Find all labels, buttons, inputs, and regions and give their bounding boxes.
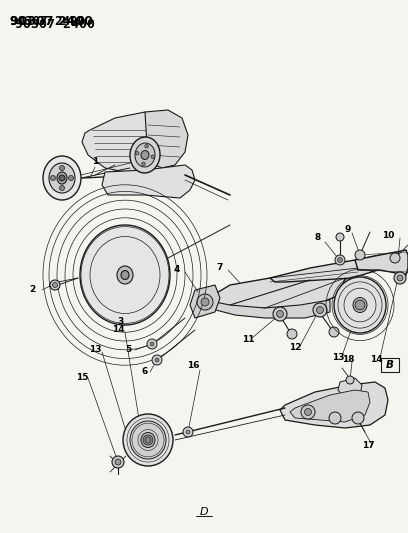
Circle shape [335, 255, 345, 265]
Polygon shape [280, 382, 388, 428]
Circle shape [147, 339, 157, 349]
Circle shape [355, 250, 365, 260]
Polygon shape [205, 268, 345, 308]
Circle shape [301, 405, 315, 419]
Text: 13: 13 [89, 345, 101, 354]
Circle shape [59, 175, 65, 181]
Text: 11: 11 [242, 335, 254, 344]
Circle shape [69, 175, 73, 181]
Circle shape [317, 306, 324, 313]
Text: 12: 12 [289, 343, 301, 352]
Circle shape [150, 342, 154, 346]
Ellipse shape [141, 150, 149, 159]
Circle shape [329, 327, 339, 337]
Text: 10: 10 [382, 230, 394, 239]
Circle shape [151, 155, 155, 159]
Text: 6: 6 [142, 367, 148, 376]
Text: 7: 7 [217, 263, 223, 272]
Circle shape [277, 311, 284, 318]
Text: 1: 1 [92, 157, 98, 166]
Circle shape [397, 275, 403, 281]
Text: 13: 13 [332, 353, 344, 362]
Circle shape [152, 355, 162, 365]
Ellipse shape [57, 172, 67, 184]
Circle shape [142, 162, 145, 166]
Polygon shape [355, 250, 408, 275]
Text: 17: 17 [361, 440, 374, 449]
Polygon shape [190, 285, 220, 318]
Polygon shape [270, 255, 382, 282]
Circle shape [186, 430, 190, 434]
Polygon shape [205, 300, 330, 318]
Circle shape [313, 303, 327, 317]
Text: 16: 16 [187, 361, 199, 370]
Ellipse shape [141, 432, 155, 448]
Circle shape [135, 151, 139, 155]
Circle shape [143, 435, 153, 445]
Ellipse shape [135, 143, 155, 167]
Circle shape [336, 233, 344, 241]
Ellipse shape [130, 137, 160, 173]
Text: B: B [386, 360, 394, 370]
Circle shape [51, 175, 55, 181]
Circle shape [329, 412, 341, 424]
Text: 8: 8 [315, 233, 321, 243]
Text: 90307 2400: 90307 2400 [10, 15, 93, 28]
Text: 18: 18 [342, 356, 354, 365]
Ellipse shape [334, 277, 386, 333]
Polygon shape [145, 110, 188, 168]
Text: 4: 4 [174, 265, 180, 274]
Circle shape [197, 294, 213, 310]
Ellipse shape [123, 414, 173, 466]
Polygon shape [82, 112, 175, 172]
Ellipse shape [130, 421, 166, 459]
Circle shape [112, 456, 124, 468]
Circle shape [390, 253, 400, 263]
Ellipse shape [117, 266, 133, 284]
Circle shape [352, 412, 364, 424]
Text: 90307 2400: 90307 2400 [15, 18, 95, 31]
Polygon shape [290, 390, 370, 422]
Circle shape [115, 459, 121, 465]
Ellipse shape [49, 163, 75, 193]
Circle shape [287, 329, 297, 339]
Circle shape [183, 427, 193, 437]
Circle shape [155, 358, 159, 362]
Ellipse shape [80, 225, 170, 325]
Circle shape [145, 437, 151, 443]
Text: 14: 14 [112, 326, 124, 335]
Circle shape [60, 166, 64, 171]
Circle shape [145, 144, 149, 148]
Ellipse shape [353, 297, 367, 312]
Text: 90307 2400: 90307 2400 [10, 15, 85, 28]
Circle shape [273, 307, 287, 321]
Text: 5: 5 [125, 345, 131, 354]
Circle shape [337, 257, 342, 262]
Text: D: D [200, 507, 208, 517]
Polygon shape [338, 378, 362, 398]
Polygon shape [102, 165, 195, 198]
Circle shape [60, 185, 64, 190]
Text: 3: 3 [117, 318, 123, 327]
Circle shape [50, 280, 60, 290]
Circle shape [53, 282, 58, 287]
Ellipse shape [121, 271, 129, 279]
Text: 14: 14 [370, 356, 382, 365]
FancyBboxPatch shape [381, 358, 399, 372]
Circle shape [304, 408, 311, 416]
Circle shape [355, 300, 365, 310]
Circle shape [394, 272, 406, 284]
Text: 9: 9 [345, 225, 351, 235]
Text: 15: 15 [76, 374, 88, 383]
Circle shape [346, 376, 354, 384]
Ellipse shape [43, 156, 81, 200]
Text: 2: 2 [29, 286, 35, 295]
Circle shape [201, 298, 209, 306]
